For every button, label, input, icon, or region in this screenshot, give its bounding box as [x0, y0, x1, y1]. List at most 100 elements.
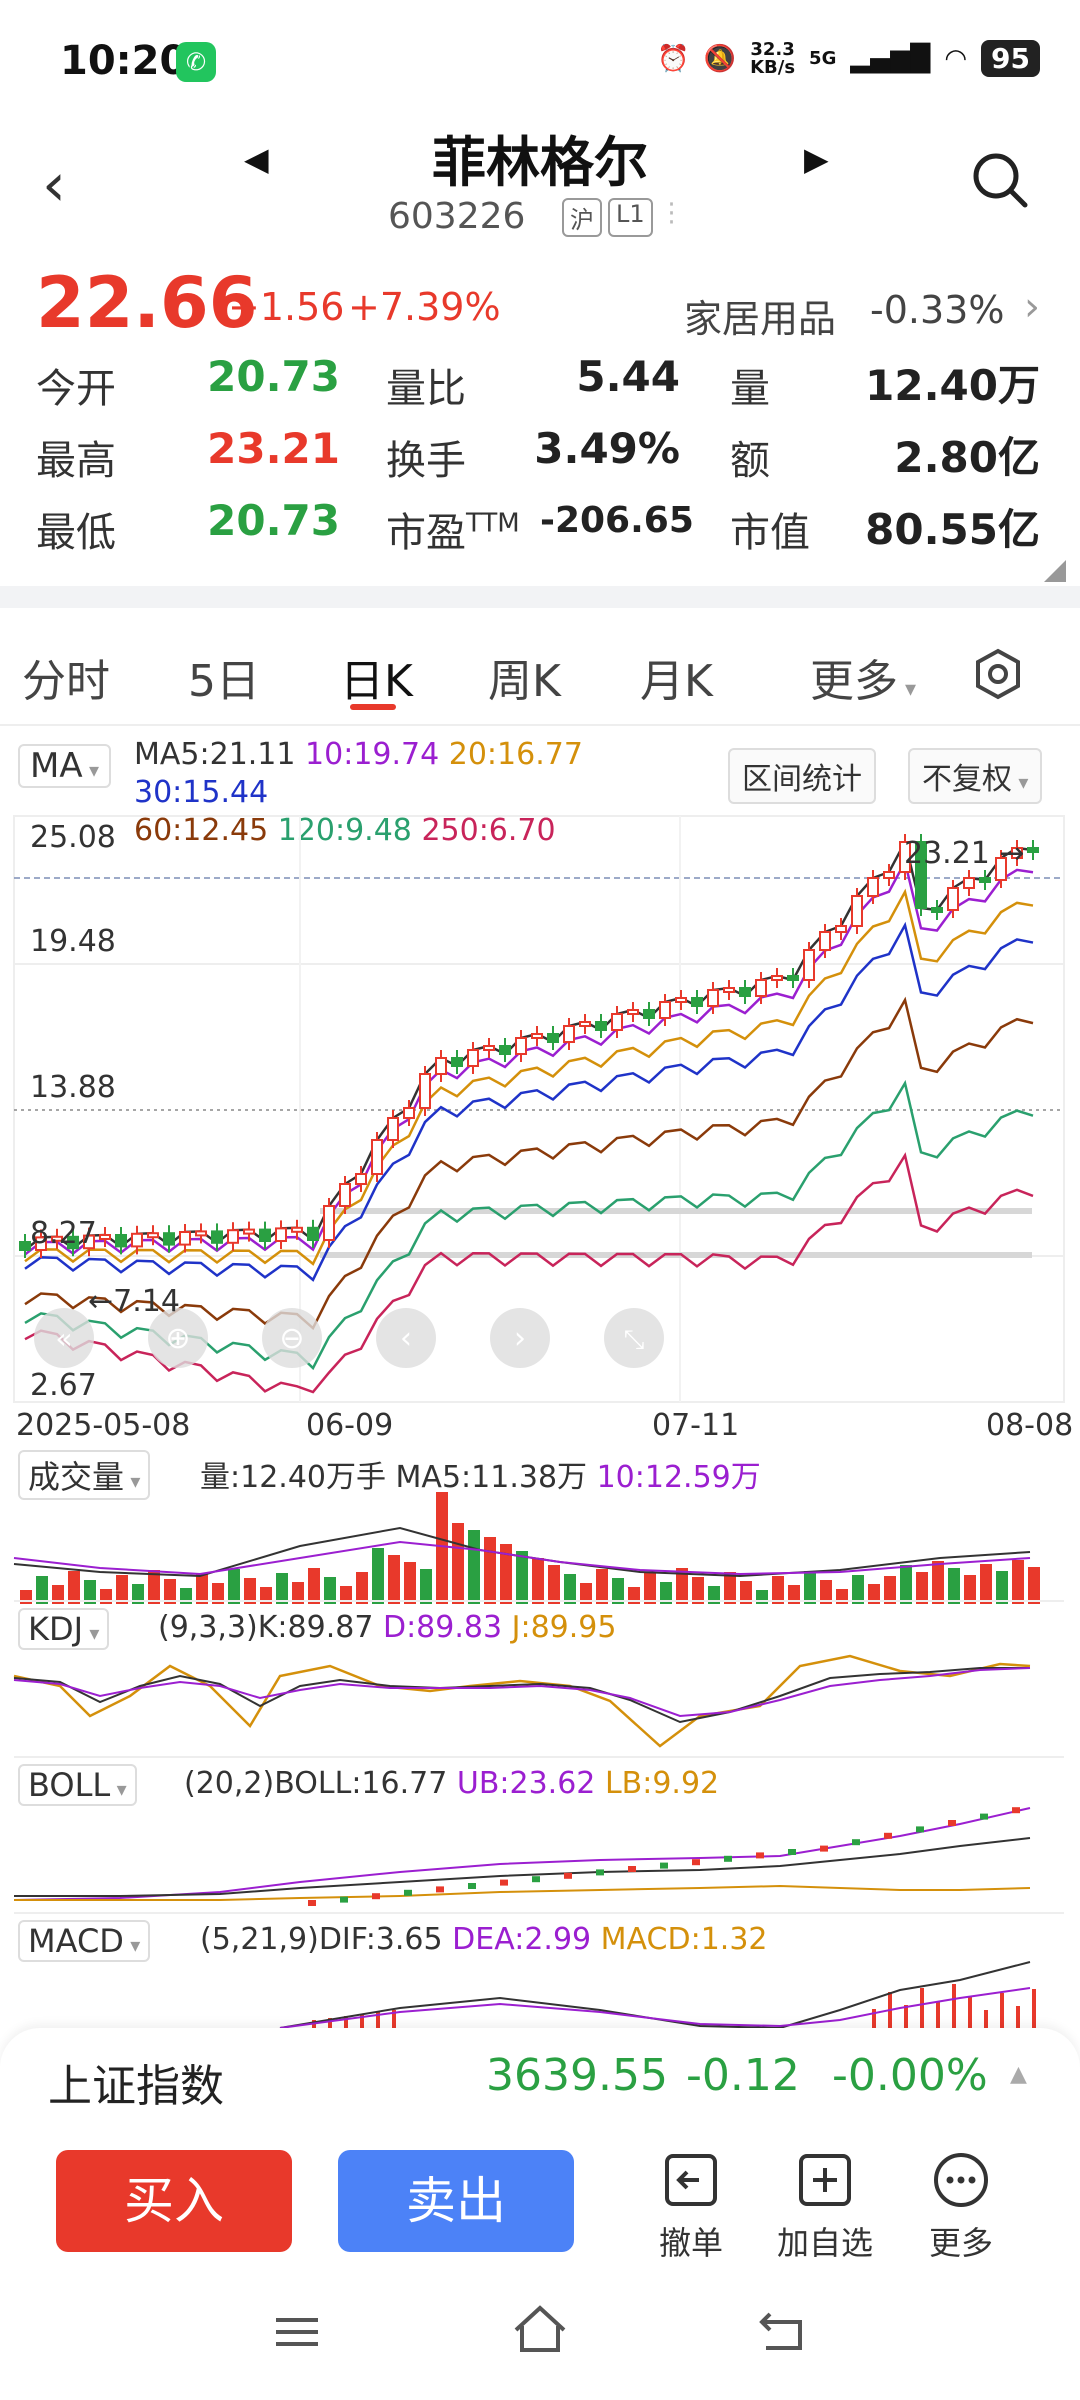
call-icon: ✆: [176, 42, 216, 82]
price-change: +1.56: [228, 285, 345, 329]
volume-bar: [532, 1558, 544, 1604]
volume-bar: [68, 1571, 80, 1604]
y-axis-label-3: 13.88: [30, 1070, 116, 1105]
previous-stock-icon[interactable]: ◀: [244, 140, 269, 178]
step-back-icon[interactable]: [376, 1308, 436, 1368]
volume-bar: [900, 1565, 912, 1604]
volume-bar: [484, 1537, 496, 1604]
volume-bar: [948, 1568, 960, 1604]
tab-intraday[interactable]: 分时: [22, 656, 110, 707]
expand-corner-icon[interactable]: [1044, 560, 1066, 582]
boll-candle: [756, 1852, 764, 1859]
settings-icon[interactable]: [972, 648, 1024, 700]
price-change-pct: +7.39%: [348, 285, 501, 329]
sector-name[interactable]: 家居用品: [684, 297, 837, 341]
ma-line: [24, 838, 1034, 1251]
candle: [307, 1226, 319, 1241]
status-time: 10:20: [60, 38, 188, 84]
stat-label-low: 最低: [36, 510, 116, 556]
tab-5day[interactable]: 5日: [188, 656, 260, 707]
back-icon[interactable]: ‹: [42, 150, 66, 220]
add-watchlist-button[interactable]: 加自选: [770, 2150, 880, 2264]
index-value[interactable]: 3639.55: [486, 2050, 668, 2101]
home-icon[interactable]: [510, 2300, 570, 2356]
range-stats-button[interactable]: 区间统计: [728, 748, 876, 804]
kdj-legend: (9,3,3)K:89.87 D:89.83 J:89.95: [158, 1610, 617, 1645]
fast-backward-icon[interactable]: [34, 1308, 94, 1368]
candle: [515, 1037, 527, 1055]
macd-bar: [984, 2010, 988, 2030]
stat-label-turnover: 换手: [386, 438, 466, 484]
volume-bar: [356, 1572, 368, 1604]
macd-bar: [328, 2018, 332, 2030]
candle: [163, 1232, 175, 1246]
more-actions-button[interactable]: 更多: [906, 2150, 1016, 2264]
y-axis-label-top: 25.08: [30, 820, 116, 855]
search-icon[interactable]: [970, 150, 1030, 210]
candle: [883, 871, 895, 879]
step-forward-icon[interactable]: [490, 1308, 550, 1368]
more-dots-icon[interactable]: ⋮: [658, 198, 685, 228]
volume-bar: [340, 1586, 352, 1604]
sector-change[interactable]: -0.33%: [870, 288, 1005, 332]
fullscreen-icon[interactable]: [604, 1308, 664, 1368]
candle: [259, 1228, 271, 1243]
kline-chart[interactable]: « ⊕ ⊖ ‹ › ⤡: [0, 812, 1080, 1412]
volume-bar: [148, 1570, 160, 1604]
boll-candle: [436, 1886, 444, 1893]
volume-bar: [932, 1561, 944, 1604]
zoom-in-icon[interactable]: [148, 1308, 208, 1368]
y-axis-label-4: 8.27: [30, 1216, 97, 1251]
ma-selector[interactable]: MA ▾: [18, 744, 111, 788]
tab-more[interactable]: 更多 ▾: [810, 656, 917, 707]
volume-bar: [388, 1555, 400, 1604]
buy-button[interactable]: 买入: [56, 2150, 292, 2252]
boll-candle: [788, 1849, 796, 1855]
tab-weekly-k[interactable]: 周K: [488, 656, 561, 707]
expand-up-icon[interactable]: ▲: [1010, 2062, 1027, 2087]
boll-selector[interactable]: BOLL ▾: [18, 1764, 137, 1806]
index-name[interactable]: 上证指数: [48, 2061, 224, 2112]
boll-candle: [1012, 1807, 1020, 1814]
svg-text:‹: ‹: [400, 1321, 412, 1356]
volume-bar: [644, 1573, 656, 1604]
macd-selector[interactable]: MACD ▾: [18, 1920, 151, 1962]
index-change-pct[interactable]: -0.00%: [832, 2050, 988, 2101]
cancel-order-button[interactable]: 撤单: [636, 2150, 746, 2264]
candle: [963, 877, 975, 889]
volume-bar: [772, 1576, 784, 1604]
index-change[interactable]: -0.12: [686, 2050, 800, 2101]
kdj-selector[interactable]: KDJ ▾: [18, 1608, 110, 1650]
kdj-chart[interactable]: [0, 1646, 1080, 1756]
volume-bar: [228, 1569, 240, 1604]
adjust-selector[interactable]: 不复权 ▾: [908, 748, 1043, 804]
next-stock-icon[interactable]: ▶: [804, 140, 829, 178]
volume-bar: [820, 1580, 832, 1604]
boll-candle: [852, 1839, 860, 1846]
macd-chart[interactable]: [0, 1950, 1080, 2030]
volume-bar: [292, 1582, 304, 1604]
candle: [227, 1229, 239, 1244]
stat-volume: 12.40万: [865, 361, 1040, 410]
volume-chart[interactable]: [0, 1486, 1080, 1604]
candle: [547, 1033, 559, 1043]
zoom-out-icon[interactable]: [262, 1308, 322, 1368]
sell-button[interactable]: 卖出: [338, 2150, 574, 2252]
volume-selector[interactable]: 成交量 ▾: [18, 1450, 151, 1500]
candle: [179, 1231, 191, 1246]
chevron-right-icon[interactable]: ›: [1024, 284, 1040, 330]
back-nav-icon[interactable]: [756, 2306, 808, 2354]
boll-candle: [948, 1820, 956, 1826]
volume-bar: [212, 1583, 224, 1604]
menu-icon[interactable]: [272, 2312, 322, 2352]
candle: [707, 989, 719, 1007]
stat-high: 23.21: [207, 424, 340, 473]
tab-daily-k[interactable]: 日K: [340, 656, 413, 707]
boll-candle: [340, 1896, 348, 1903]
candle: [643, 1009, 655, 1019]
tab-monthly-k[interactable]: 月K: [640, 656, 713, 707]
svg-text:«: «: [55, 1322, 72, 1355]
boll-chart[interactable]: [0, 1800, 1080, 1910]
macd-bar: [920, 1988, 924, 2030]
macd-bar: [1032, 1989, 1036, 2030]
